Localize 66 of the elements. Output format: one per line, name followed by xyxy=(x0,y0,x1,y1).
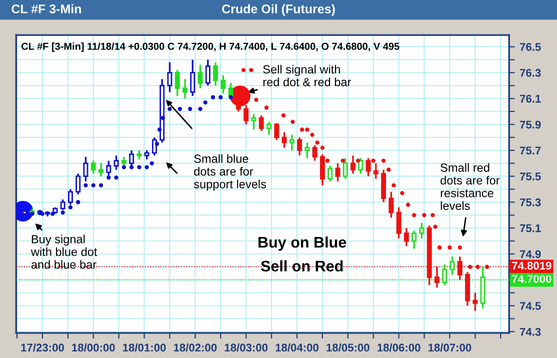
candlestick xyxy=(205,58,210,86)
y-tick-label: 74.9 xyxy=(520,250,541,258)
candlestick xyxy=(114,154,119,171)
x-tick-label: 18/04:00 xyxy=(276,343,318,352)
candlestick xyxy=(220,74,226,94)
y-tick-label: 75.9 xyxy=(520,120,541,129)
y-tick-label: 75.7 xyxy=(520,146,541,154)
x-tick-label: 18/03:00 xyxy=(224,343,268,352)
ref-line-label: 74.8019 xyxy=(512,262,552,270)
text: CL #F [3-Min] 11/18/14 +0.0300 C 74.7200, H 74.7400, L 74.6400, O 74.6800, V 495 xyxy=(21,42,400,52)
candlestick xyxy=(121,156,126,170)
candlestick xyxy=(289,134,294,152)
candlestick xyxy=(144,150,150,160)
annotation: Buy on Blue xyxy=(258,236,346,251)
candlestick xyxy=(450,256,455,276)
candlestick xyxy=(167,61,172,93)
candlestick xyxy=(419,222,424,240)
candlestick xyxy=(98,162,104,178)
y-tick-label: 74.5 xyxy=(520,302,541,310)
candlestick xyxy=(388,190,394,219)
x-tick-label: 18/00:00 xyxy=(72,343,115,352)
candlestick xyxy=(76,172,81,196)
candlestick xyxy=(274,122,280,141)
annotation: Sell on Red xyxy=(260,260,343,272)
x-tick-label: 18/02:00 xyxy=(174,343,217,352)
ref-line-label: 74.7000 xyxy=(512,274,552,283)
candlestick xyxy=(213,61,218,86)
x-tick-label: 18/06:00 xyxy=(378,343,420,352)
candlestick xyxy=(266,121,272,136)
candlestick xyxy=(412,230,417,250)
y-tick-label: 76.5 xyxy=(520,43,541,51)
y-tick-label: 75.5 xyxy=(520,172,541,180)
x-tick-label: 18/05:00 xyxy=(326,343,370,352)
y-tick-label: 76.1 xyxy=(520,94,541,103)
candlestick xyxy=(304,142,310,159)
candlestick xyxy=(472,292,478,312)
annotation: Sell signal with red dot & red bar xyxy=(263,64,352,86)
candlestick xyxy=(228,82,234,100)
candlestick xyxy=(174,69,180,97)
annotation: Small red dots are for resistance levels xyxy=(440,163,500,210)
candlestick xyxy=(136,150,142,160)
annotation: Buy signal with blue dot and blue bar xyxy=(30,234,98,269)
candlestick xyxy=(297,136,302,156)
x-tick-label: 18/07:00 xyxy=(428,343,472,352)
candlestick xyxy=(373,162,378,180)
x-tick-label: 17/23:00 xyxy=(21,343,64,352)
candlestick xyxy=(198,64,203,90)
chart-title: Crude Oil (Futures) xyxy=(222,4,335,16)
candlestick xyxy=(190,58,196,97)
candlestick xyxy=(251,113,256,130)
candlestick xyxy=(328,165,333,182)
candlestick xyxy=(182,78,188,100)
annotation: Small blue dots are for support levels xyxy=(194,154,266,191)
candlestick xyxy=(404,227,409,248)
text: CL #F 3-Min xyxy=(12,4,81,14)
candlestick xyxy=(90,160,96,174)
candlestick xyxy=(335,162,340,182)
candlestick xyxy=(312,144,318,162)
candlestick xyxy=(396,206,402,240)
candlestick xyxy=(282,131,287,149)
x-tick-label: 18/01:00 xyxy=(123,343,166,352)
y-tick-label: 75.3 xyxy=(520,198,541,206)
y-tick-label: 75.1 xyxy=(520,224,541,232)
y-tick-label: 74.3 xyxy=(520,328,541,336)
y-tick-label: 76.3 xyxy=(520,68,541,77)
candlestick xyxy=(258,114,264,132)
